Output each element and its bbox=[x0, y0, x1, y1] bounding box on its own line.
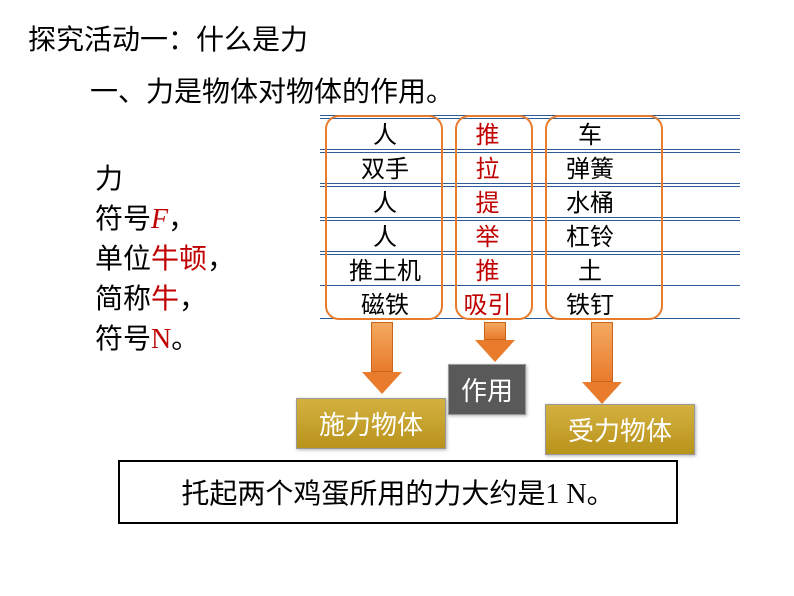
line-symbol-n: 符号N。 bbox=[95, 320, 235, 360]
line-symbol: 符号F， bbox=[95, 200, 235, 240]
column-outline-target bbox=[545, 115, 663, 320]
force-definition-text: 力 符号F， 单位牛顿， 简称牛， 符号N。 bbox=[95, 160, 235, 360]
section-heading: 一、力是物体对物体的作用。 bbox=[0, 58, 794, 110]
line-force: 力 bbox=[95, 160, 235, 200]
line-unit: 单位牛顿， bbox=[95, 240, 235, 280]
line-short: 简称牛， bbox=[95, 280, 235, 320]
example-note: 托起两个鸡蛋所用的力大约是1 N。 bbox=[118, 460, 678, 524]
column-outline-action bbox=[455, 115, 533, 320]
label-action: 作用 bbox=[448, 364, 526, 415]
activity-title: 探究活动一：什么是力 bbox=[0, 0, 794, 58]
column-outline-source bbox=[325, 115, 443, 320]
arrow-down-icon bbox=[582, 322, 622, 404]
label-target-object: 受力物体 bbox=[545, 404, 695, 455]
arrow-down-icon bbox=[362, 322, 402, 394]
label-source-object: 施力物体 bbox=[296, 398, 446, 449]
arrow-down-icon bbox=[475, 322, 515, 362]
